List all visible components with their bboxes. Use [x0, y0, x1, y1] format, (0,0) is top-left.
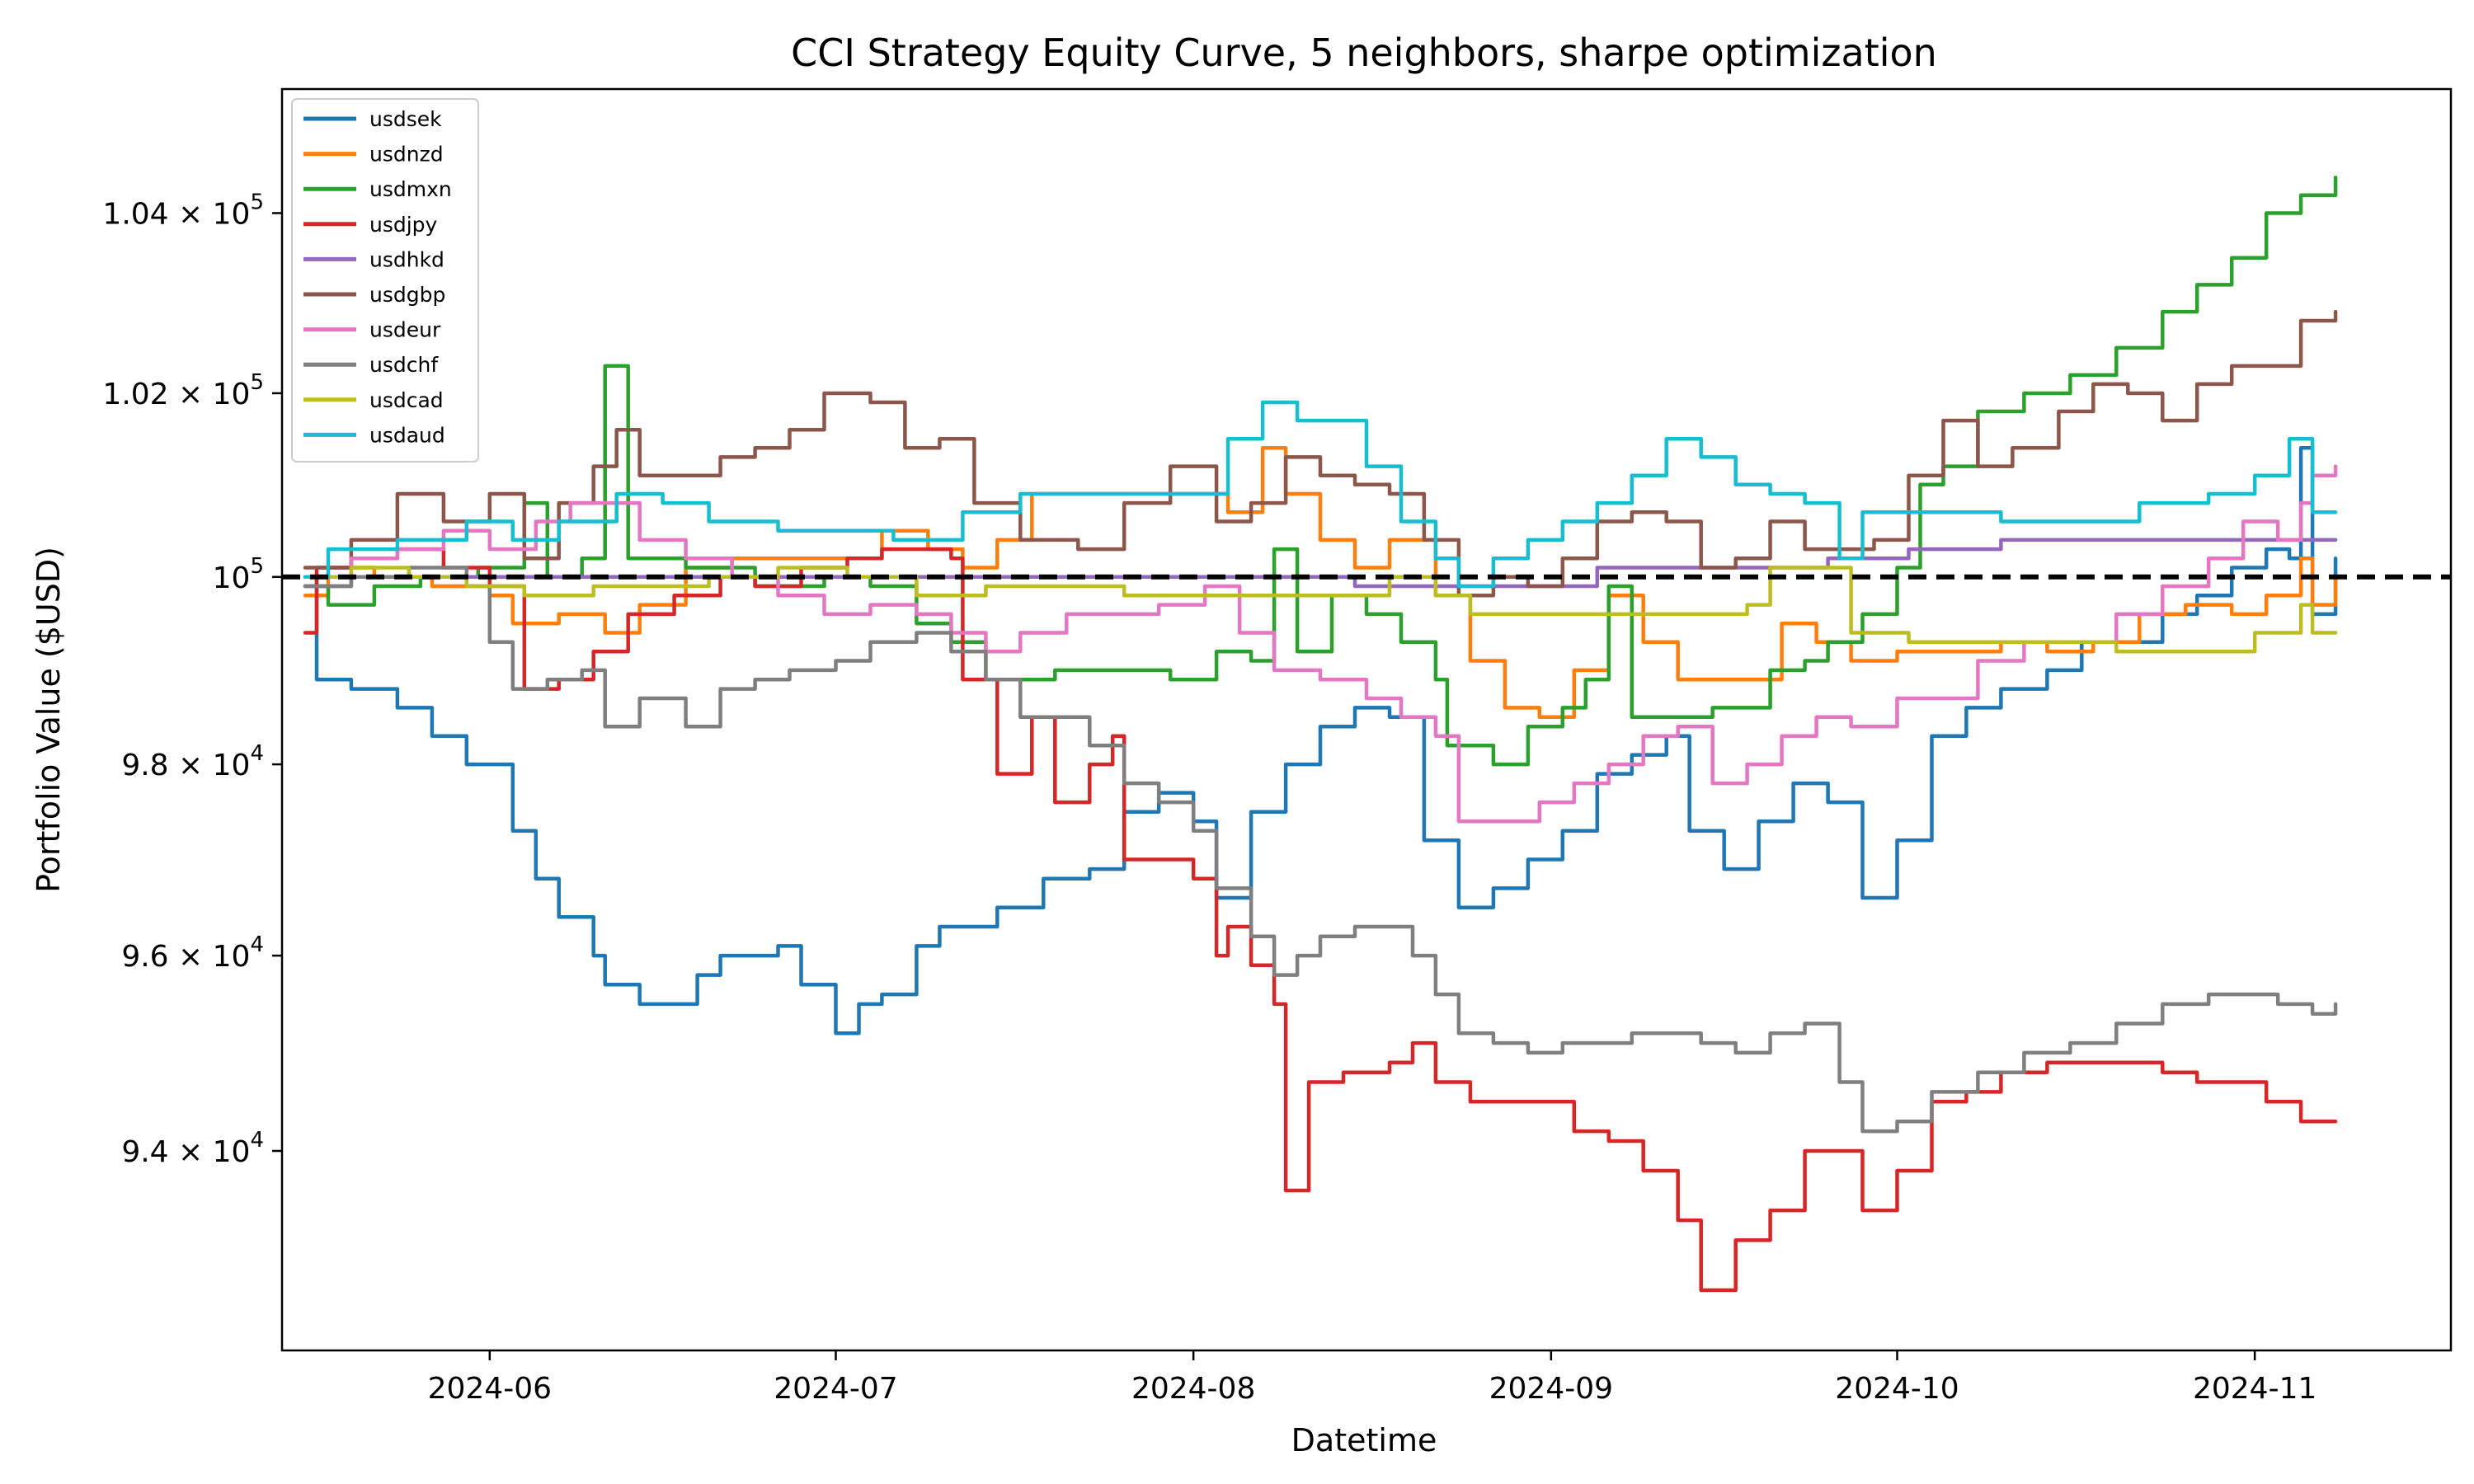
legend-label-usdjpy: usdjpy	[369, 213, 438, 237]
y-tick-label: 9.6 × 104	[121, 932, 264, 974]
legend-label-usdgbp: usdgbp	[369, 283, 445, 307]
legend: usdsek usdnzd usdmxn usdjpy usdhkd usdgbp usde…	[291, 98, 479, 463]
x-tick-label: 2024-11	[2193, 1372, 2316, 1406]
y-axis-label: Portfolio Value ($USD)	[31, 547, 67, 893]
x-axis-label: Datetime	[1291, 1422, 1437, 1458]
legend-label-usdaud: usdaud	[369, 423, 445, 447]
legend-label-usdcad: usdcad	[369, 388, 444, 412]
legend-label-usdnzd: usdnzd	[369, 143, 444, 167]
x-axis: 2024-06 2024-07 2024-08 2024-09 2024-10 2024-…	[428, 1350, 2316, 1406]
series-line-usdsek	[303, 446, 2338, 1036]
x-tick-label: 2024-07	[774, 1372, 897, 1406]
legend-label-usdhkd: usdhkd	[369, 247, 444, 271]
y-tick-label: 9.8 × 104	[121, 741, 264, 782]
chart-title: CCI Strategy Equity Curve, 5 neighbors, …	[791, 31, 1937, 75]
legend-label-usdeur: usdeur	[369, 318, 441, 342]
x-tick-label: 2024-09	[1489, 1372, 1613, 1406]
x-tick-label: 2024-08	[1131, 1372, 1255, 1406]
y-tick-label: 1.02 × 105	[102, 370, 264, 411]
series-line-usdaud	[303, 400, 2338, 589]
series-line-usdjpy	[303, 547, 2338, 1293]
legend-label-usdsek: usdsek	[369, 107, 442, 131]
legend-label-usdchf: usdchf	[369, 353, 439, 377]
plot-frame	[280, 87, 2453, 1352]
x-tick-label: 2024-10	[1835, 1372, 1959, 1406]
legend-label-usdmxn: usdmxn	[369, 177, 452, 201]
x-tick-label: 2024-06	[428, 1372, 552, 1406]
series-layer	[303, 176, 2338, 1293]
series-line-usdgbp	[303, 309, 2338, 598]
series-line-usdcad	[303, 566, 2338, 654]
series-line-usdmxn	[303, 176, 2338, 767]
y-tick-label: 105	[213, 554, 264, 595]
y-axis: 9.4 × 104 9.6 × 104 9.8 × 104 105 1.02 × 105…	[102, 190, 282, 1169]
y-tick-label: 9.4 × 104	[121, 1128, 264, 1169]
series-line-usdchf	[303, 566, 2338, 1134]
y-tick-label: 1.04 × 105	[102, 190, 264, 231]
